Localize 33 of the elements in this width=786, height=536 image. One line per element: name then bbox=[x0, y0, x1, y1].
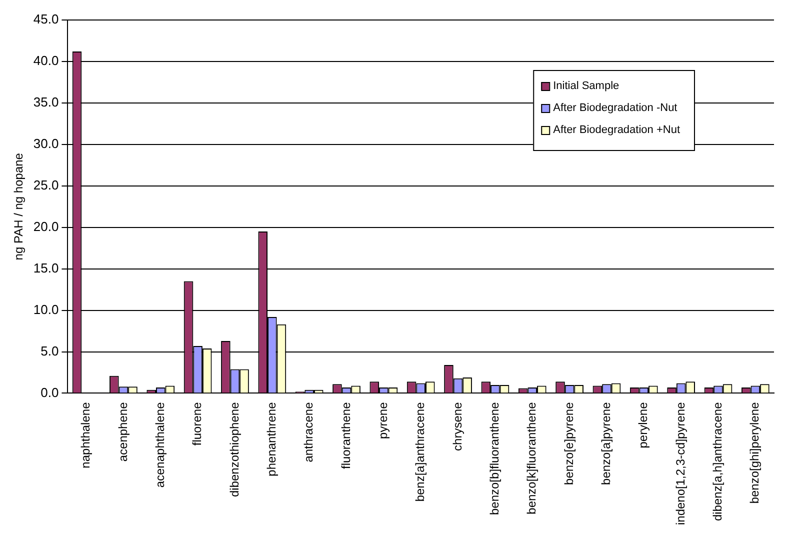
x-tick-label: fluorene bbox=[190, 402, 204, 446]
legend-label: After Biodegradation +Nut bbox=[553, 124, 680, 136]
y-tick-label: 40.0 bbox=[33, 53, 59, 68]
y-tick-label: 20.0 bbox=[33, 218, 59, 234]
x-tick-label: acenphene bbox=[116, 402, 130, 462]
y-tick-label: 15.0 bbox=[33, 260, 59, 276]
legend-label: After Biodegradation -Nut bbox=[553, 102, 678, 114]
y-tick-label: 5.0 bbox=[40, 343, 59, 358]
x-tick-label: anthracene bbox=[302, 402, 316, 462]
x-tick-label: dibenz[a,h]anthracene bbox=[710, 402, 725, 522]
x-tick-label: benz[a]anthracene bbox=[413, 402, 428, 502]
x-tick-label: acenaphthalene bbox=[152, 402, 167, 488]
y-tick-label: 35.0 bbox=[33, 94, 59, 110]
x-tick-label: indeno[1,2,3-cd]pyrene bbox=[673, 402, 688, 526]
y-tick-label: 45.0 bbox=[33, 12, 59, 27]
legend-label: Initial Sample bbox=[553, 80, 620, 92]
x-tick-label: benzo[b]fluoranthene bbox=[488, 402, 502, 516]
y-tick-label: 30.0 bbox=[33, 136, 59, 151]
x-tick-label: phenanthrene bbox=[264, 402, 278, 476]
x-tick-label: fluoranthene bbox=[338, 402, 353, 469]
y-tick-label: 25.0 bbox=[33, 177, 59, 192]
x-tick-label: benzo[e]pyrene bbox=[562, 402, 576, 485]
x-tick-label: pyrene bbox=[376, 402, 390, 439]
y-tick-label: 10.0 bbox=[33, 302, 59, 317]
x-tick-label: benzo[a]pyrene bbox=[599, 402, 614, 485]
y-tick-label: 0.0 bbox=[40, 384, 59, 400]
x-tick-label: naphthalene bbox=[78, 402, 93, 468]
x-tick-label: perylene bbox=[636, 402, 650, 448]
x-tick-label: dibenzothiophene bbox=[227, 402, 242, 498]
x-tick-label: chrysene bbox=[450, 402, 464, 451]
x-tick-label: benzo[k]fluoranthene bbox=[524, 402, 539, 514]
x-tick-label: benzo[ghi]perylene bbox=[748, 402, 762, 504]
y-axis-title: ng PAH / ng hopane bbox=[12, 152, 26, 260]
